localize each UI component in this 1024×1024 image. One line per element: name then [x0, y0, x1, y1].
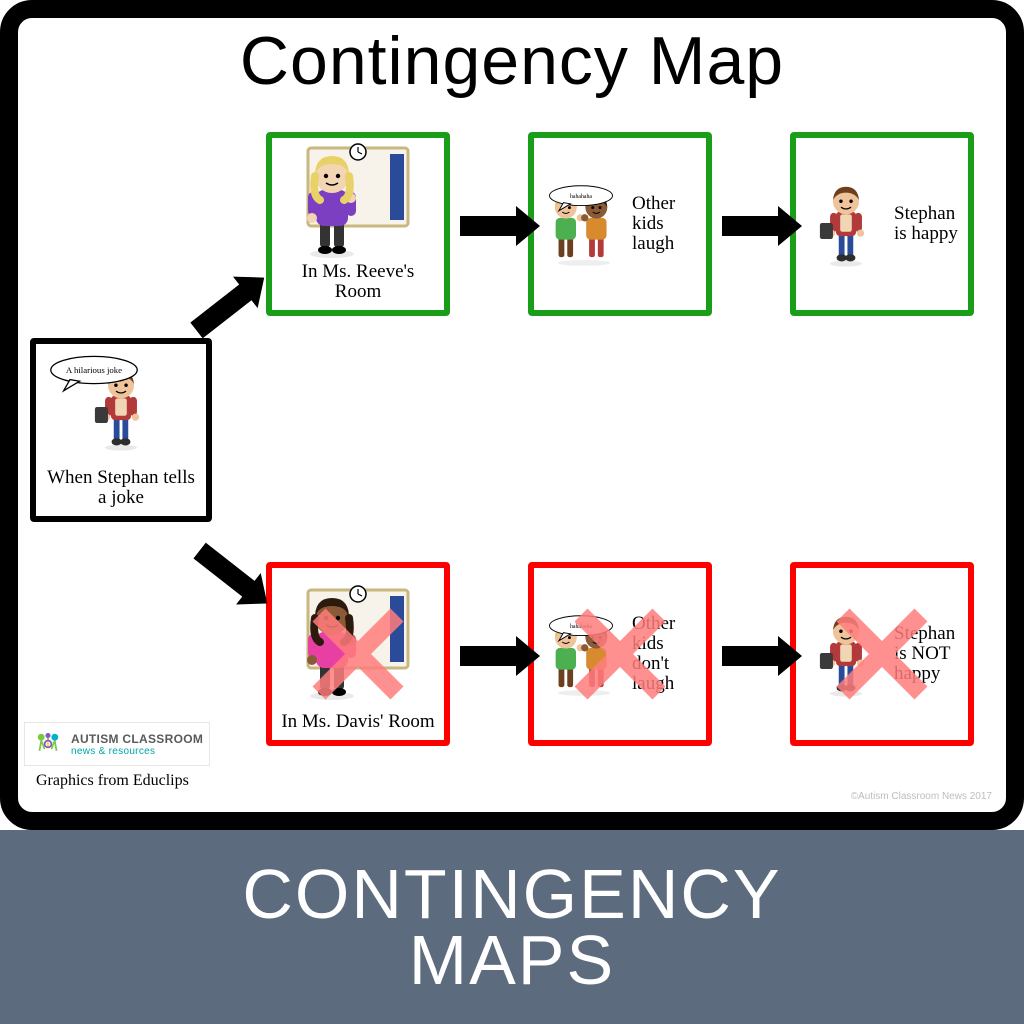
graphics-attribution: Graphics from Educlips [36, 772, 189, 790]
footer-band: CONTINGENCYMAPS [0, 830, 1024, 1024]
flow-area: A hilarious joke When Stephan tells a jo… [28, 108, 996, 762]
flow-card-red2: hahahaha Other kids don't laugh [528, 562, 712, 746]
card-label: Stephan is happy [894, 204, 962, 244]
brand-line2: news & resources [71, 746, 203, 757]
flow-card-red3: Stephan is NOT happy [790, 562, 974, 746]
card-label: In Ms. Reeve's Room [278, 260, 438, 304]
card-label: Other kids laugh [632, 194, 700, 254]
flow-arrow-4 [460, 634, 540, 683]
svg-text:hahahaha: hahahaha [570, 194, 592, 200]
brand-line1: AUTISM CLASSROOM [71, 732, 203, 746]
flow-card-green3: Stephan is happy [790, 132, 974, 316]
diagram-panel: Contingency Map A hilarious joke When St… [0, 0, 1024, 830]
flow-card-red1: In Ms. Davis' Room [266, 562, 450, 746]
map-title: Contingency Map [18, 22, 1006, 100]
flow-card-green2: hahahaha Other kids laugh [528, 132, 712, 316]
card-label: In Ms. Davis' Room [279, 710, 436, 734]
svg-text:hahahaha: hahahaha [570, 624, 592, 630]
brand-icon [31, 727, 65, 761]
flow-arrow-3 [722, 204, 802, 253]
footer-title: CONTINGENCYMAPS [242, 861, 781, 994]
flow-card-start: A hilarious joke When Stephan tells a jo… [30, 338, 212, 522]
copyright-text: ©Autism Classroom News 2017 [851, 791, 992, 802]
card-label: When Stephan tells a joke [42, 466, 200, 510]
flow-arrow-5 [722, 634, 802, 683]
svg-text:A hilarious joke: A hilarious joke [66, 365, 122, 375]
card-label: Other kids don't laugh [632, 614, 700, 694]
brand-text: AUTISM CLASSROOM news & resources [71, 732, 203, 757]
flow-arrow-2 [460, 204, 540, 253]
brand-badge: AUTISM CLASSROOM news & resources [24, 722, 210, 766]
flow-card-green1: In Ms. Reeve's Room [266, 132, 450, 316]
card-label: Stephan is NOT happy [894, 624, 962, 684]
